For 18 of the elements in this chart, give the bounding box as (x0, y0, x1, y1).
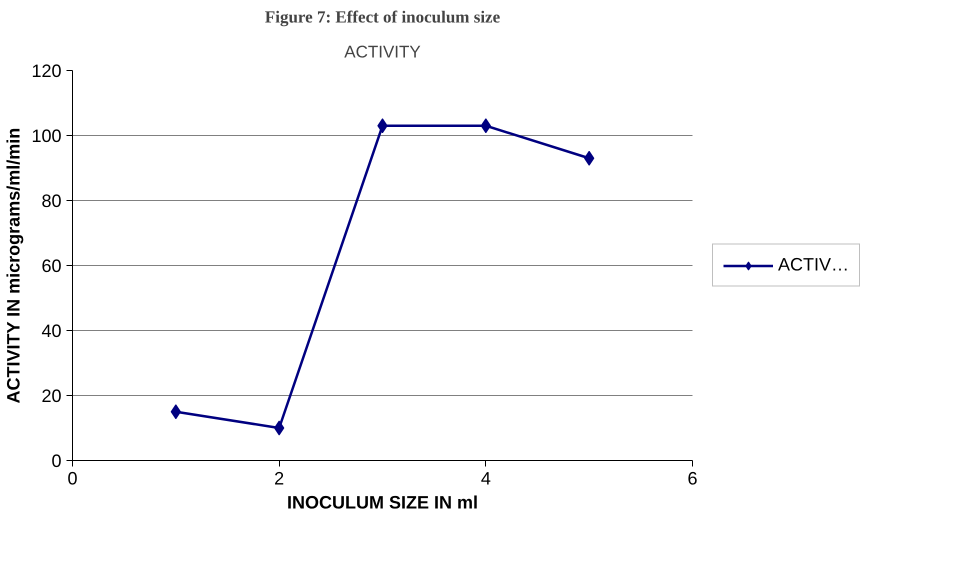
chart-title: Figure 7: Effect of inoculum size (264, 8, 501, 26)
y-tick-label: 60 (41, 256, 62, 276)
y-tick-label: 80 (41, 191, 62, 211)
legend-label: ACTIV… (778, 254, 850, 276)
point (274, 420, 284, 436)
y-tick-label: 120 (31, 61, 62, 81)
y-tick-label: 100 (31, 126, 62, 146)
chart-subtitle: ACTIVITY (344, 42, 421, 62)
x-tick-label: 0 (67, 468, 78, 488)
y-tick-label: 40 (41, 321, 62, 341)
y-tick-label: 0 (51, 451, 62, 471)
x-tick-label: 2 (274, 468, 284, 488)
y-axis-title: ACTIVITY IN micrograms/ml/min (3, 128, 24, 404)
point (377, 118, 388, 134)
y-tick-label: 20 (41, 386, 62, 406)
x-tick-label: 6 (687, 468, 698, 488)
x-axis-title: INOCULUM SIZE IN ml (287, 492, 478, 512)
x-tick-label: 4 (480, 468, 491, 488)
